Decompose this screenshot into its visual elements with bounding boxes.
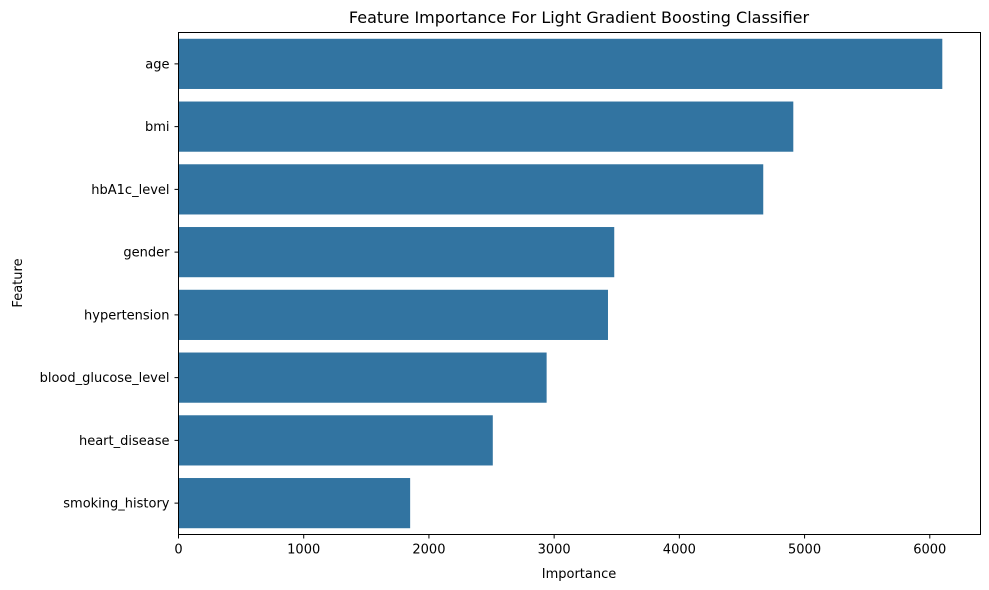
x-tick-label: 2000 <box>412 543 445 558</box>
x-axis-label: Importance <box>542 567 617 582</box>
bar-gender <box>178 227 615 278</box>
bar-bmi <box>178 101 794 152</box>
plot-frame <box>178 32 981 535</box>
bar-hbA1c_level <box>178 164 764 215</box>
y-tick-label: blood_glucose_level <box>40 371 170 386</box>
y-tick-label: age <box>145 57 169 72</box>
y-tick-label: hypertension <box>84 308 169 323</box>
x-tick-label: 0 <box>174 543 182 558</box>
bar-hypertension <box>178 289 608 340</box>
y-tick-label: heart_disease <box>79 434 170 449</box>
bar-smoking_history <box>178 478 411 529</box>
x-tick-label: 3000 <box>538 543 571 558</box>
x-tick-label: 6000 <box>913 543 946 558</box>
x-tick-label: 1000 <box>287 543 320 558</box>
x-axis-ticks: 0 1000 2000 3000 4000 5000 6000 <box>174 534 946 558</box>
bar-blood_glucose_level <box>178 352 547 403</box>
x-tick-label: 4000 <box>663 543 696 558</box>
y-tick-label: smoking_history <box>63 497 170 512</box>
bars-group <box>178 38 943 529</box>
x-tick-label: 5000 <box>788 543 821 558</box>
bar-age <box>178 38 943 89</box>
chart-title: Feature Importance For Light Gradient Bo… <box>349 8 810 27</box>
y-tick-label: gender <box>123 246 170 261</box>
y-tick-label: hbA1c_level <box>91 183 169 198</box>
bar-heart_disease <box>178 415 493 466</box>
y-tick-label: bmi <box>145 120 170 135</box>
y-axis-label: Feature <box>11 258 26 307</box>
